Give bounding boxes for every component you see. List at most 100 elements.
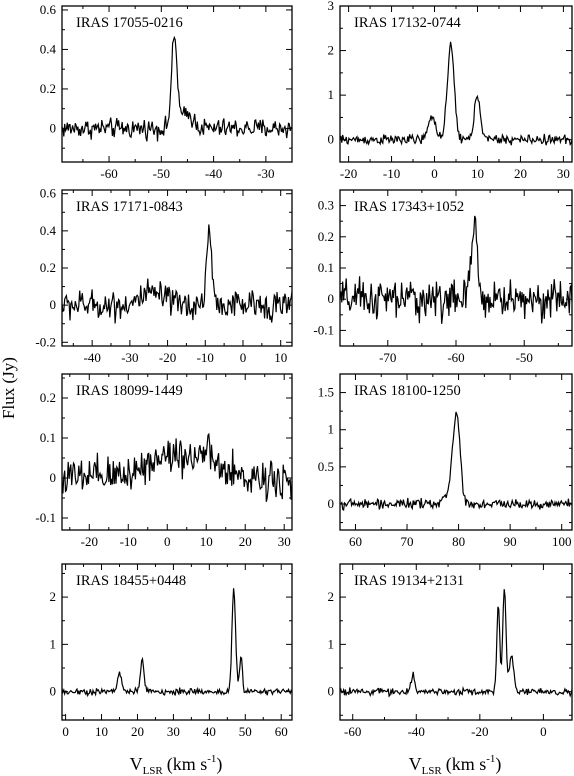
y-tick-label: 3 — [328, 0, 335, 13]
x-tick-label: -20 — [471, 724, 488, 739]
spectrum-line — [339, 215, 573, 324]
y-tick-label: 2 — [50, 589, 57, 604]
y-axis-label: Flux (Jy) — [0, 357, 18, 419]
spectrum-line — [339, 411, 573, 512]
x-label-exp: -1 — [486, 753, 495, 765]
panel-title: IRAS 19134+2131 — [354, 573, 464, 589]
y-tick-label: 0.1 — [40, 430, 56, 445]
x-tick-label: 0 — [431, 166, 438, 181]
y-tick-label: 2 — [328, 43, 335, 58]
y-tick-label: 0.2 — [40, 81, 56, 96]
x-label-v: V — [130, 754, 143, 774]
x-tick-label: -60 — [447, 350, 464, 365]
y-tick-label: 0.2 — [40, 390, 56, 405]
x-tick-label: 20 — [239, 534, 252, 549]
spectrum-line — [61, 588, 293, 698]
x-tick-label: 50 — [239, 724, 252, 739]
x-axis-label-left: VLSR (km s-1) — [130, 753, 223, 776]
y-tick-label: 0.6 — [40, 2, 57, 17]
panel-title: IRAS 18455+0448 — [76, 573, 186, 589]
y-tick-label: 0.2 — [40, 260, 56, 275]
x-tick-label: -40 — [408, 724, 425, 739]
x-tick-label: -40 — [83, 350, 100, 365]
x-label-units: (km s — [167, 754, 208, 775]
y-tick-label: 0.3 — [318, 198, 334, 213]
x-tick-label: -70 — [379, 350, 396, 365]
x-tick-label: -20 — [81, 534, 98, 549]
y-tick-label: 1 — [328, 636, 335, 651]
spectrum-line — [339, 589, 573, 698]
panel-title: IRAS 17171-0843 — [76, 199, 183, 215]
panels-group: -60 -50 -40 -30 0 0.2 0.4 0.6 IRAS 17055-0216 -20… — [35, 0, 573, 739]
x-label-v: V — [409, 754, 422, 774]
y-tick-label: 0 — [328, 291, 335, 306]
spectrum-panel: -40 -30 -20 -10 0 10 -0.2 0 0.2 0.4 0.6 IRAS 17171-… — [35, 186, 293, 365]
x-tick-label: -60 — [344, 724, 361, 739]
x-tick-label: 10 — [274, 350, 287, 365]
spectrum-panel: -20 -10 0 10 20 30 -0.1 0 0.1 0.2 IRAS 18099-1449 — [35, 373, 293, 549]
x-tick-label: -50 — [153, 166, 170, 181]
panel-frame — [339, 563, 573, 721]
x-tick-label: 10 — [95, 724, 108, 739]
y-tick-label: -0.2 — [35, 334, 56, 349]
y-tick-label: 0.2 — [318, 229, 334, 244]
spectrum-line — [61, 432, 293, 502]
x-tick-label: -10 — [383, 166, 400, 181]
x-tick-label: 40 — [203, 724, 216, 739]
x-tick-label: 0 — [540, 724, 547, 739]
panel-title: IRAS 18099-1449 — [76, 383, 183, 399]
panel-frame — [61, 563, 293, 721]
x-label-units: (km s — [446, 754, 487, 775]
panel-frame — [61, 373, 293, 531]
x-tick-label: 80 — [452, 534, 465, 549]
x-label-exp: -1 — [207, 753, 216, 765]
x-tick-label: 0 — [164, 534, 171, 549]
x-label-sub: LSR — [422, 765, 443, 776]
x-tick-label: 0 — [240, 350, 247, 365]
x-tick-label: 70 — [401, 534, 414, 549]
x-tick-label: -30 — [121, 350, 138, 365]
y-tick-label: 0 — [50, 684, 57, 699]
x-tick-label: 10 — [200, 534, 213, 549]
spectrum-panel: 60 70 80 90 100 0 0.5 1 1.5 IRAS 18100-1250 — [318, 373, 573, 549]
y-tick-label: 0 — [50, 297, 57, 312]
y-tick-label: 1.5 — [318, 385, 334, 400]
spectrum-line — [61, 35, 293, 142]
panel-title: IRAS 18100-1250 — [354, 383, 461, 399]
y-tick-label: 0 — [328, 132, 335, 147]
x-tick-label: 60 — [349, 534, 362, 549]
spectrum-panel: 0 10 20 30 40 50 60 0 1 2 IRAS 18455+0448 — [50, 563, 293, 739]
x-tick-label: -20 — [340, 166, 357, 181]
y-tick-label: 0 — [328, 684, 335, 699]
x-label-close: ) — [216, 754, 222, 775]
y-tick-label: 0.5 — [318, 459, 334, 474]
y-tick-label: 0.1 — [318, 260, 334, 275]
y-tick-label: 0 — [50, 120, 57, 135]
panel-title: IRAS 17132-0744 — [354, 15, 461, 31]
y-tick-label: 0.6 — [40, 186, 57, 201]
x-tick-label: -10 — [197, 350, 214, 365]
x-tick-label: -20 — [159, 350, 176, 365]
y-tick-label: -0.1 — [313, 322, 334, 337]
panel-frame — [339, 373, 573, 531]
y-tick-label: 0 — [50, 470, 57, 485]
x-tick-label: 60 — [275, 724, 288, 739]
x-tick-label: 20 — [514, 166, 527, 181]
x-axis-label-right: VLSR (km s-1) — [409, 753, 502, 776]
x-tick-label: -30 — [257, 166, 274, 181]
x-tick-label: 20 — [131, 724, 144, 739]
y-tick-label: 0.4 — [40, 223, 57, 238]
y-tick-label: 2 — [328, 589, 335, 604]
y-tick-label: 0.4 — [40, 41, 57, 56]
x-tick-label: -10 — [120, 534, 137, 549]
spectrum-line — [61, 224, 293, 324]
panel-title: IRAS 17055-0216 — [76, 15, 183, 31]
x-tick-label: 30 — [167, 724, 180, 739]
x-tick-label: -50 — [516, 350, 533, 365]
y-tick-label: 1 — [328, 422, 335, 437]
y-tick-label: 1 — [328, 87, 335, 102]
panel-frame — [61, 5, 293, 163]
x-label-sub: LSR — [143, 765, 164, 776]
